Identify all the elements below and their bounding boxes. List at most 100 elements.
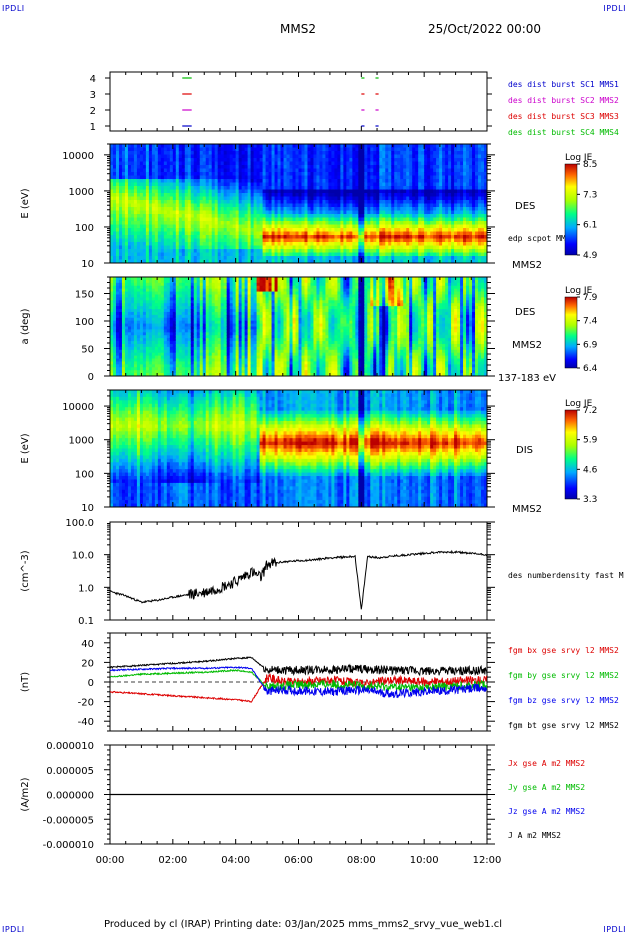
heatmap-cell <box>379 259 383 263</box>
heatmap-cell <box>283 196 288 201</box>
heatmap-cell <box>145 297 150 301</box>
heatmap-cell <box>370 200 374 205</box>
heatmap-cell <box>127 210 132 215</box>
heatmap-cell <box>307 238 312 243</box>
heatmap-cell <box>385 189 389 194</box>
heatmap-cell <box>232 144 237 149</box>
heatmap-cell <box>253 158 258 163</box>
heatmap-cell <box>136 238 141 243</box>
heatmap-cell <box>310 242 315 247</box>
heatmap-cell <box>235 217 240 222</box>
heatmap-cell <box>439 182 443 187</box>
heatmap-cell <box>133 311 138 316</box>
heatmap-cell <box>460 165 464 170</box>
heatmap-cell <box>112 210 117 215</box>
heatmap-cell <box>121 182 126 187</box>
heatmap-cell <box>196 165 201 170</box>
heatmap-cell <box>337 175 341 180</box>
heatmap-cell <box>142 297 147 301</box>
heatmap-cell <box>223 200 228 205</box>
heatmap-cell <box>110 144 114 149</box>
heatmap-cell <box>256 214 261 219</box>
heatmap-cell <box>217 193 222 198</box>
heatmap-cell <box>382 200 386 205</box>
heatmap-cell <box>247 231 252 236</box>
heatmap-cell <box>430 172 434 177</box>
heatmap-cell <box>478 231 482 236</box>
heatmap-cell <box>403 151 407 156</box>
heatmap-cell <box>337 151 341 156</box>
heatmap-cell <box>118 245 123 250</box>
heatmap-cell <box>397 154 401 159</box>
heatmap-cell <box>286 252 291 257</box>
heatmap-cell <box>154 235 159 240</box>
heatmap-cell <box>268 158 273 163</box>
heatmap-cell <box>469 168 473 173</box>
heatmap-cell <box>316 252 321 257</box>
heatmap-cell <box>379 221 383 226</box>
heatmap-cell <box>115 161 120 166</box>
heatmap-cell <box>274 200 279 205</box>
heatmap-cell <box>235 161 240 166</box>
heatmap-cell <box>130 352 135 357</box>
heatmap-cell <box>226 193 231 198</box>
heatmap-cell <box>127 306 132 310</box>
heatmap-cell <box>133 151 138 156</box>
heatmap-cell <box>406 203 410 208</box>
heatmap-cell <box>262 210 267 215</box>
heatmap-cell <box>253 228 258 233</box>
heatmap-cell <box>139 355 144 360</box>
heatmap-cell <box>292 252 297 257</box>
heatmap-cell <box>295 161 300 166</box>
heatmap-cell <box>130 343 135 348</box>
heatmap-cell <box>400 256 404 261</box>
heatmap-cell <box>163 147 168 152</box>
heatmap-cell <box>205 210 210 215</box>
heatmap-cell <box>235 186 240 191</box>
heatmap-cell <box>394 193 398 198</box>
heatmap-cell <box>253 144 258 149</box>
heatmap-cell <box>277 165 282 170</box>
heatmap-cell <box>451 235 455 240</box>
heatmap-cell <box>208 231 213 236</box>
heatmap-cell <box>355 245 359 250</box>
heatmap-cell <box>463 151 467 156</box>
heatmap-cell <box>214 182 219 187</box>
heatmap-cell <box>478 214 482 219</box>
heatmap-cell <box>160 221 165 226</box>
heatmap-cell <box>415 151 419 156</box>
heatmap-cell <box>328 235 333 240</box>
heatmap-cell <box>223 147 228 152</box>
heatmap-cell <box>466 242 470 247</box>
heatmap-cell <box>175 193 180 198</box>
heatmap-cell <box>364 238 368 243</box>
heatmap-cell <box>110 361 114 365</box>
heatmap-cell <box>214 186 219 191</box>
heatmap-cell <box>202 186 207 191</box>
heatmap-cell <box>451 175 455 180</box>
heatmap-cell <box>370 175 374 180</box>
heatmap-cell <box>250 210 255 215</box>
heatmap-cell <box>325 186 330 191</box>
heatmap-cell <box>193 252 198 257</box>
heatmap-cell <box>115 147 120 152</box>
heatmap-cell <box>349 207 353 212</box>
heatmap-cell <box>322 235 327 240</box>
heatmap-cell <box>217 214 222 219</box>
heatmap-cell <box>139 311 144 316</box>
heatmap-cell <box>115 158 120 163</box>
heatmap-cell <box>151 252 156 257</box>
heatmap-cell <box>340 214 344 219</box>
heatmap-cell <box>208 172 213 177</box>
heatmap-cell <box>361 158 365 163</box>
heatmap-cell <box>412 242 416 247</box>
heatmap-cell <box>337 168 341 173</box>
heatmap-cell <box>334 196 338 201</box>
heatmap-cell <box>136 175 141 180</box>
heatmap-cell <box>472 217 476 222</box>
heatmap-cell <box>196 144 201 149</box>
heatmap-cell <box>292 151 297 156</box>
heatmap-cell <box>268 249 273 254</box>
heatmap-cell <box>463 214 467 219</box>
heatmap-cell <box>178 249 183 254</box>
